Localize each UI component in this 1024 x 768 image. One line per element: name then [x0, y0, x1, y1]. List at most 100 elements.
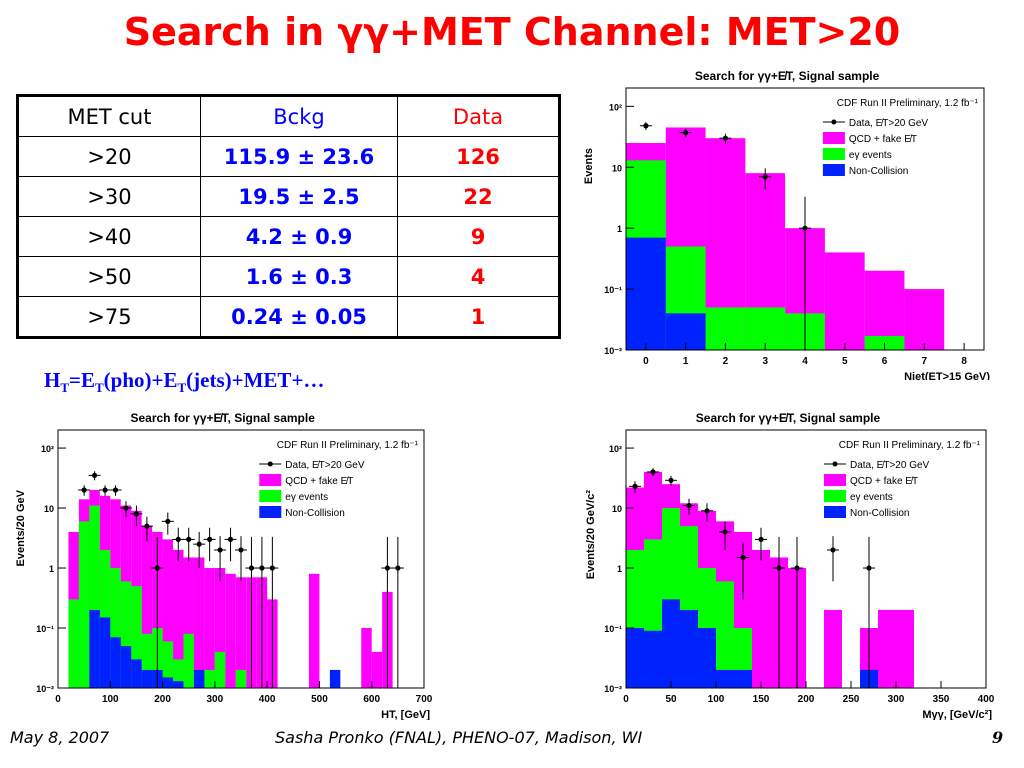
plot-title: Search for γγ+E̸T, Signal sample	[695, 69, 880, 83]
x-tick-label: 50	[665, 694, 677, 705]
x-tick-label: 6	[882, 356, 888, 367]
y-tick-label: 1	[617, 224, 622, 234]
data-cell: 9	[397, 216, 560, 257]
noncollision-bar	[662, 599, 680, 688]
legend-entry: Data, E̸T>20 GeV	[849, 117, 929, 129]
noncollision-bar	[110, 637, 121, 688]
qcd-bar	[371, 651, 383, 688]
data-point	[762, 174, 768, 180]
data-point	[650, 469, 656, 475]
data-point	[165, 518, 171, 524]
data-point	[175, 536, 181, 543]
x-tick-label: 100	[102, 694, 119, 705]
qcd-bar	[896, 609, 914, 688]
x-tick-label: 400	[259, 694, 276, 705]
data-point	[683, 130, 689, 136]
qcd-bar	[173, 549, 184, 688]
noncollision-bar	[734, 669, 752, 688]
x-tick-label: 0	[643, 356, 649, 367]
data-point	[259, 565, 265, 571]
egamma-bar	[120, 581, 132, 688]
x-tick-label: 400	[978, 694, 995, 705]
qcd-bar	[193, 557, 205, 688]
met-cut-cell: >50	[17, 256, 201, 297]
plot-frame	[57, 429, 425, 689]
egamma-bar	[214, 651, 226, 688]
egamma-bar	[141, 633, 153, 688]
y-tick-label: 10⁻¹	[604, 285, 622, 295]
data-cell: 4	[397, 256, 560, 297]
formula-rest: (jets)+MET+…	[186, 368, 325, 392]
y-tick-label: 10⁻²	[604, 684, 622, 694]
slide-title: Search in γγ+MET Channel: MET>20	[123, 10, 901, 54]
njet-histogram: 10⁻² 10⁻¹ 1 10 10² 0 1 2 3 4 5 6 7 8 Search for γγ+E̸T…	[583, 69, 990, 380]
egamma-bar	[235, 669, 247, 688]
noncollision-bar	[716, 669, 734, 688]
header-data: Data	[397, 95, 560, 137]
legend-swatch	[824, 490, 846, 502]
data-point	[794, 565, 800, 571]
egamma-bar	[173, 659, 184, 688]
legend-data-marker	[831, 119, 837, 125]
data-point	[154, 565, 160, 571]
data-point	[102, 487, 108, 493]
bckg-cell: 4.2 ± 0.9	[200, 216, 398, 257]
noncollision-bar	[698, 628, 716, 688]
data-cell: 126	[397, 136, 560, 177]
qcd-bar	[214, 568, 226, 688]
x-axis-label: Mγγ, [GeV/c²]	[922, 709, 992, 720]
qcd-bar	[752, 549, 770, 688]
data-point	[248, 565, 255, 571]
noncollision-bar	[141, 669, 153, 688]
y-tick-label: 10⁻²	[36, 684, 54, 694]
data-cell: 22	[397, 176, 560, 217]
y-axis-label: Events/20 GeV/c²	[585, 490, 597, 580]
x-tick-label: 500	[311, 694, 328, 705]
formula-sub-2: T	[95, 380, 104, 396]
data-point	[186, 536, 192, 543]
formula-eq: =E	[69, 368, 95, 392]
y-tick-label: 10	[44, 504, 54, 514]
legend-swatch	[259, 506, 282, 518]
data-point	[632, 483, 638, 489]
x-tick-label: 5	[842, 356, 848, 367]
met-cut-cell: >30	[17, 176, 201, 217]
data-point	[686, 502, 692, 509]
noncollision-bar	[329, 669, 341, 688]
data-point	[722, 529, 728, 535]
egamma-bar	[716, 581, 734, 688]
formula-sub-1: T	[60, 380, 70, 396]
data-point	[384, 565, 390, 571]
egamma-bar	[110, 568, 121, 688]
qcd-bar	[824, 609, 842, 688]
formula-sub-3: T	[177, 380, 187, 396]
x-tick-label: 3	[762, 356, 768, 367]
y-tick-label: 10⁻¹	[604, 624, 622, 634]
table-row: >50 1.6 ± 0.3 4	[17, 256, 560, 297]
legend-entry: Non-Collision	[285, 508, 344, 519]
legend-entry: QCD + fake E̸T	[850, 475, 918, 487]
plot-subtitle: CDF Run II Preliminary, 1.2 fb⁻¹	[277, 440, 419, 451]
y-tick-label: 1	[617, 564, 622, 574]
x-tick-label: 250	[843, 694, 860, 705]
noncollision-bar	[99, 617, 111, 688]
data-point	[395, 565, 401, 571]
legend-swatch	[824, 474, 846, 486]
y-tick-label: 10²	[41, 444, 54, 454]
legend-entry: Data, E̸T>20 GeV	[850, 459, 930, 471]
y-tick-label: 10⁻¹	[36, 624, 54, 634]
data-cell: 1	[397, 296, 560, 338]
legend-swatch	[259, 474, 282, 486]
data-point	[81, 487, 87, 493]
data-point	[704, 508, 710, 514]
qcd-bar	[141, 526, 153, 688]
legend-entry: Non-Collision	[849, 166, 908, 177]
legend-entry: eγ events	[849, 150, 892, 161]
data-point	[643, 123, 649, 129]
noncollision-bar	[193, 669, 205, 688]
qcd-bar	[162, 539, 174, 688]
qcd-bar	[183, 557, 194, 688]
y-tick-label: 10	[612, 163, 622, 173]
data-point	[207, 536, 213, 543]
data-point	[196, 541, 202, 547]
